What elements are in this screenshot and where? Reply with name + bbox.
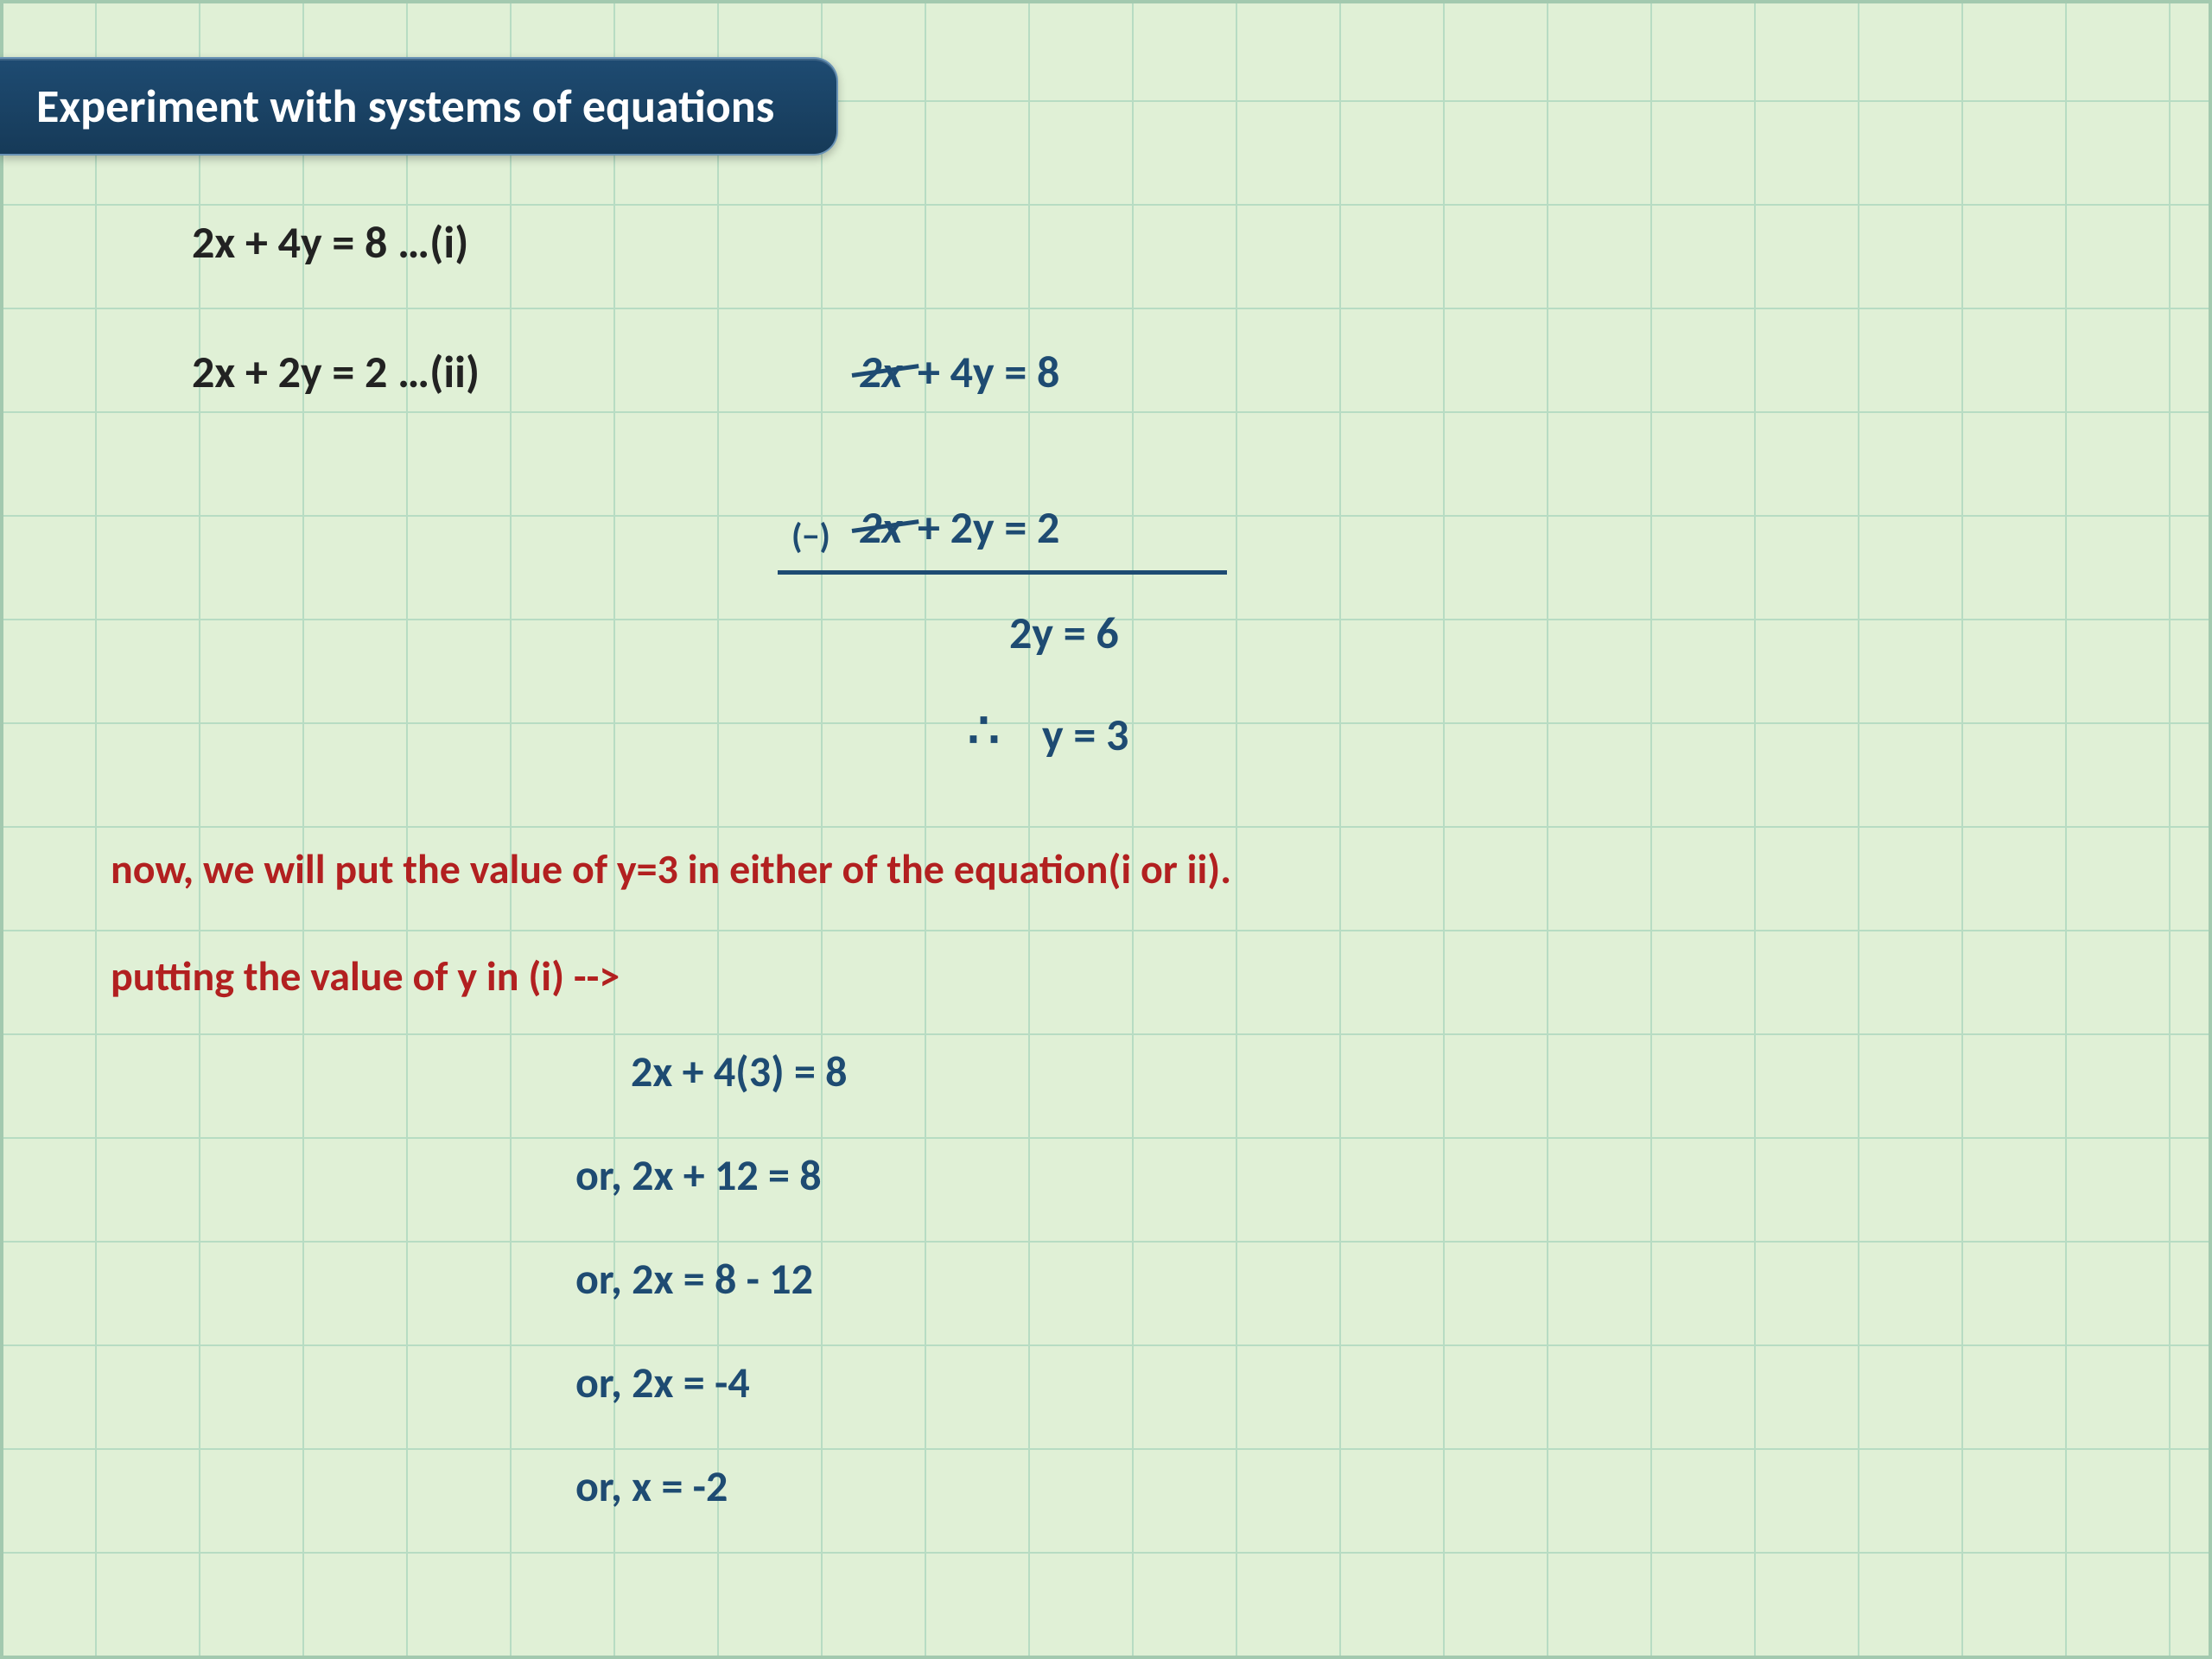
slide-stage: Experiment with systems of equations 2x …	[0, 0, 2212, 1659]
equation-i: 2x + 4y = 8 …(i)	[192, 214, 468, 270]
step-3: or, 2x = 8 - 12	[575, 1253, 813, 1306]
step-5: or, x = -2	[575, 1460, 728, 1513]
equation-ii: 2x + 2y = 2 …(ii)	[192, 344, 480, 399]
subtraction-rule	[778, 570, 1227, 575]
explain-line-2: putting the value of y in (i) -->	[111, 950, 620, 1001]
work-top-rest: + 4y = 8	[918, 344, 1059, 399]
work-bottom-rest: + 2y = 2	[918, 499, 1059, 555]
step-2: or, 2x + 12 = 8	[575, 1149, 822, 1202]
step-4: or, 2x = -4	[575, 1357, 750, 1409]
therefore-icon: ∴	[968, 700, 1000, 761]
result-2y-eq-6: 2y = 6	[1009, 605, 1119, 660]
step-substitute: 2x + 4(3) = 8	[631, 1046, 848, 1098]
title-banner: Experiment with systems of equations	[0, 57, 838, 156]
minus-annotation: (−)	[791, 515, 830, 557]
result-y-eq-3: y = 3	[1042, 707, 1128, 762]
explain-line-1: now, we will put the value of y=3 in eit…	[111, 843, 1231, 894]
title-text: Experiment with systems of equations	[36, 78, 774, 135]
